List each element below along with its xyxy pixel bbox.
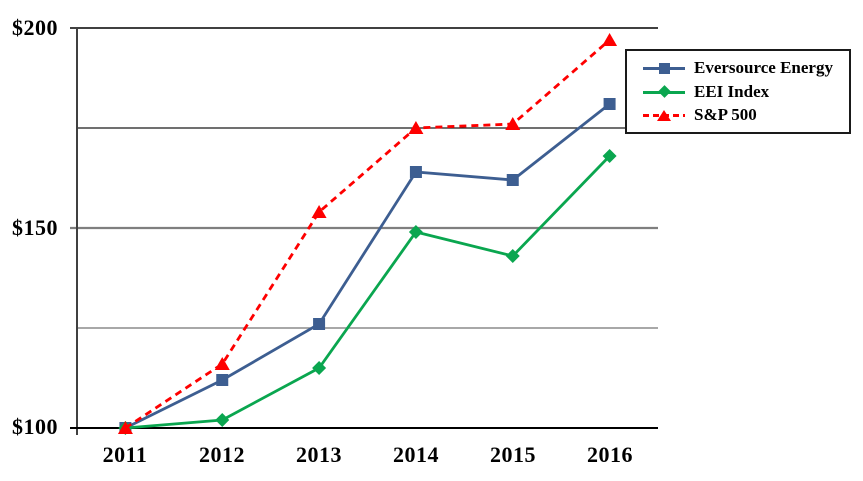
triangle-marker [117, 421, 133, 434]
diamond-marker-icon [657, 85, 671, 98]
diamond-marker [505, 249, 520, 263]
legend-item-eei-index: EEI Index [643, 82, 843, 102]
x-axis-label: 2015 [490, 442, 536, 467]
square-marker-icon [658, 62, 670, 74]
triangle-marker [311, 205, 327, 218]
legend-line-sample [643, 85, 685, 99]
square-marker [506, 174, 519, 186]
legend-line-sample [643, 108, 685, 122]
series-line-0 [124, 102, 611, 430]
y-axis-label: $200 [12, 15, 58, 40]
legend-line-sample [643, 61, 685, 75]
triangle-marker-icon [657, 109, 671, 121]
x-axis-label: 2014 [393, 442, 439, 467]
square-marker [409, 166, 422, 178]
series-line-2 [124, 38, 611, 430]
legend-label: S&P 500 [694, 105, 757, 124]
triangle-marker [214, 357, 230, 370]
triangle-marker [602, 33, 618, 46]
x-axis-label: 2011 [102, 442, 148, 467]
legend-label: Eversource Energy [694, 58, 833, 77]
diamond-marker [312, 361, 327, 375]
legend-label: EEI Index [694, 81, 770, 101]
y-axis-label: $150 [12, 215, 58, 240]
y-axis-label: $100 [12, 414, 58, 439]
x-axis-label: 2012 [199, 442, 245, 467]
square-marker [216, 374, 229, 386]
diamond-marker [408, 225, 423, 239]
diamond-marker [215, 413, 230, 427]
square-marker [313, 318, 326, 330]
x-axis-label: 2013 [296, 442, 342, 467]
legend-item-sp500: S&P 500 [643, 105, 843, 125]
x-axis-label: 2016 [587, 442, 633, 467]
series-line-1 [125, 155, 611, 430]
square-marker [603, 98, 616, 110]
legend: Eversource Energy EEI Index S&P 500 [625, 49, 851, 134]
triangle-marker [408, 121, 424, 134]
legend-item-eversource: Eversource Energy [643, 58, 843, 78]
diamond-marker [602, 149, 617, 163]
triangle-marker [505, 117, 521, 130]
